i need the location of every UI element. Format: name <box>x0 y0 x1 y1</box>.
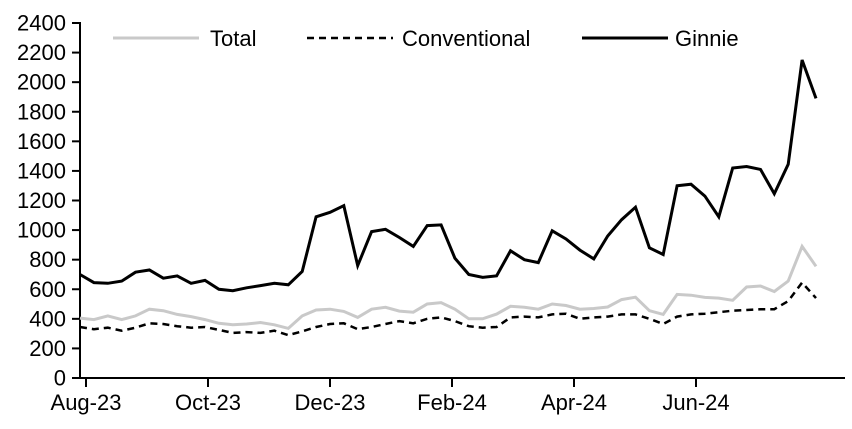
y-tick-label: 2400 <box>17 11 66 36</box>
legend-label-total: Total <box>210 26 256 51</box>
plot-series <box>79 59 818 337</box>
x-tick-label: Aug-23 <box>51 390 122 415</box>
x-tick-label: Dec-23 <box>295 390 366 415</box>
y-tick-label: 1400 <box>17 158 66 183</box>
series-total-line <box>79 243 818 331</box>
y-tick-label: 0 <box>54 366 66 391</box>
legend-label-ginnie: Ginnie <box>675 26 739 51</box>
y-tick-label: 600 <box>29 277 66 302</box>
y-tick-label: 2000 <box>17 70 66 95</box>
x-axis: Aug-23 Oct-23 Dec-23 Feb-24 Apr-24 Jun-24 <box>51 377 845 415</box>
y-tick-label: 1200 <box>17 188 66 213</box>
x-tick-label: Feb-24 <box>417 390 487 415</box>
x-tick-label: Oct-23 <box>175 390 241 415</box>
y-tick-label: 200 <box>29 336 66 361</box>
legend-label-conventional: Conventional <box>402 26 530 51</box>
y-tick-label: 2200 <box>17 40 66 65</box>
y-tick-label: 1600 <box>17 129 66 154</box>
y-axis: 0 200 400 600 800 1000 1200 1400 1600 1800 2000 220… <box>17 11 81 391</box>
y-tick-label: 400 <box>29 306 66 331</box>
y-tick-label: 800 <box>29 247 66 272</box>
legend: Total Conventional Ginnie <box>113 26 739 51</box>
series-ginnie-line <box>79 59 818 293</box>
series-conventional-line <box>79 280 817 337</box>
x-tick-label: Apr-24 <box>541 390 607 415</box>
y-tick-label: 1000 <box>17 218 66 243</box>
x-tick-label: Jun-24 <box>662 390 729 415</box>
y-tick-label: 1800 <box>17 99 66 124</box>
